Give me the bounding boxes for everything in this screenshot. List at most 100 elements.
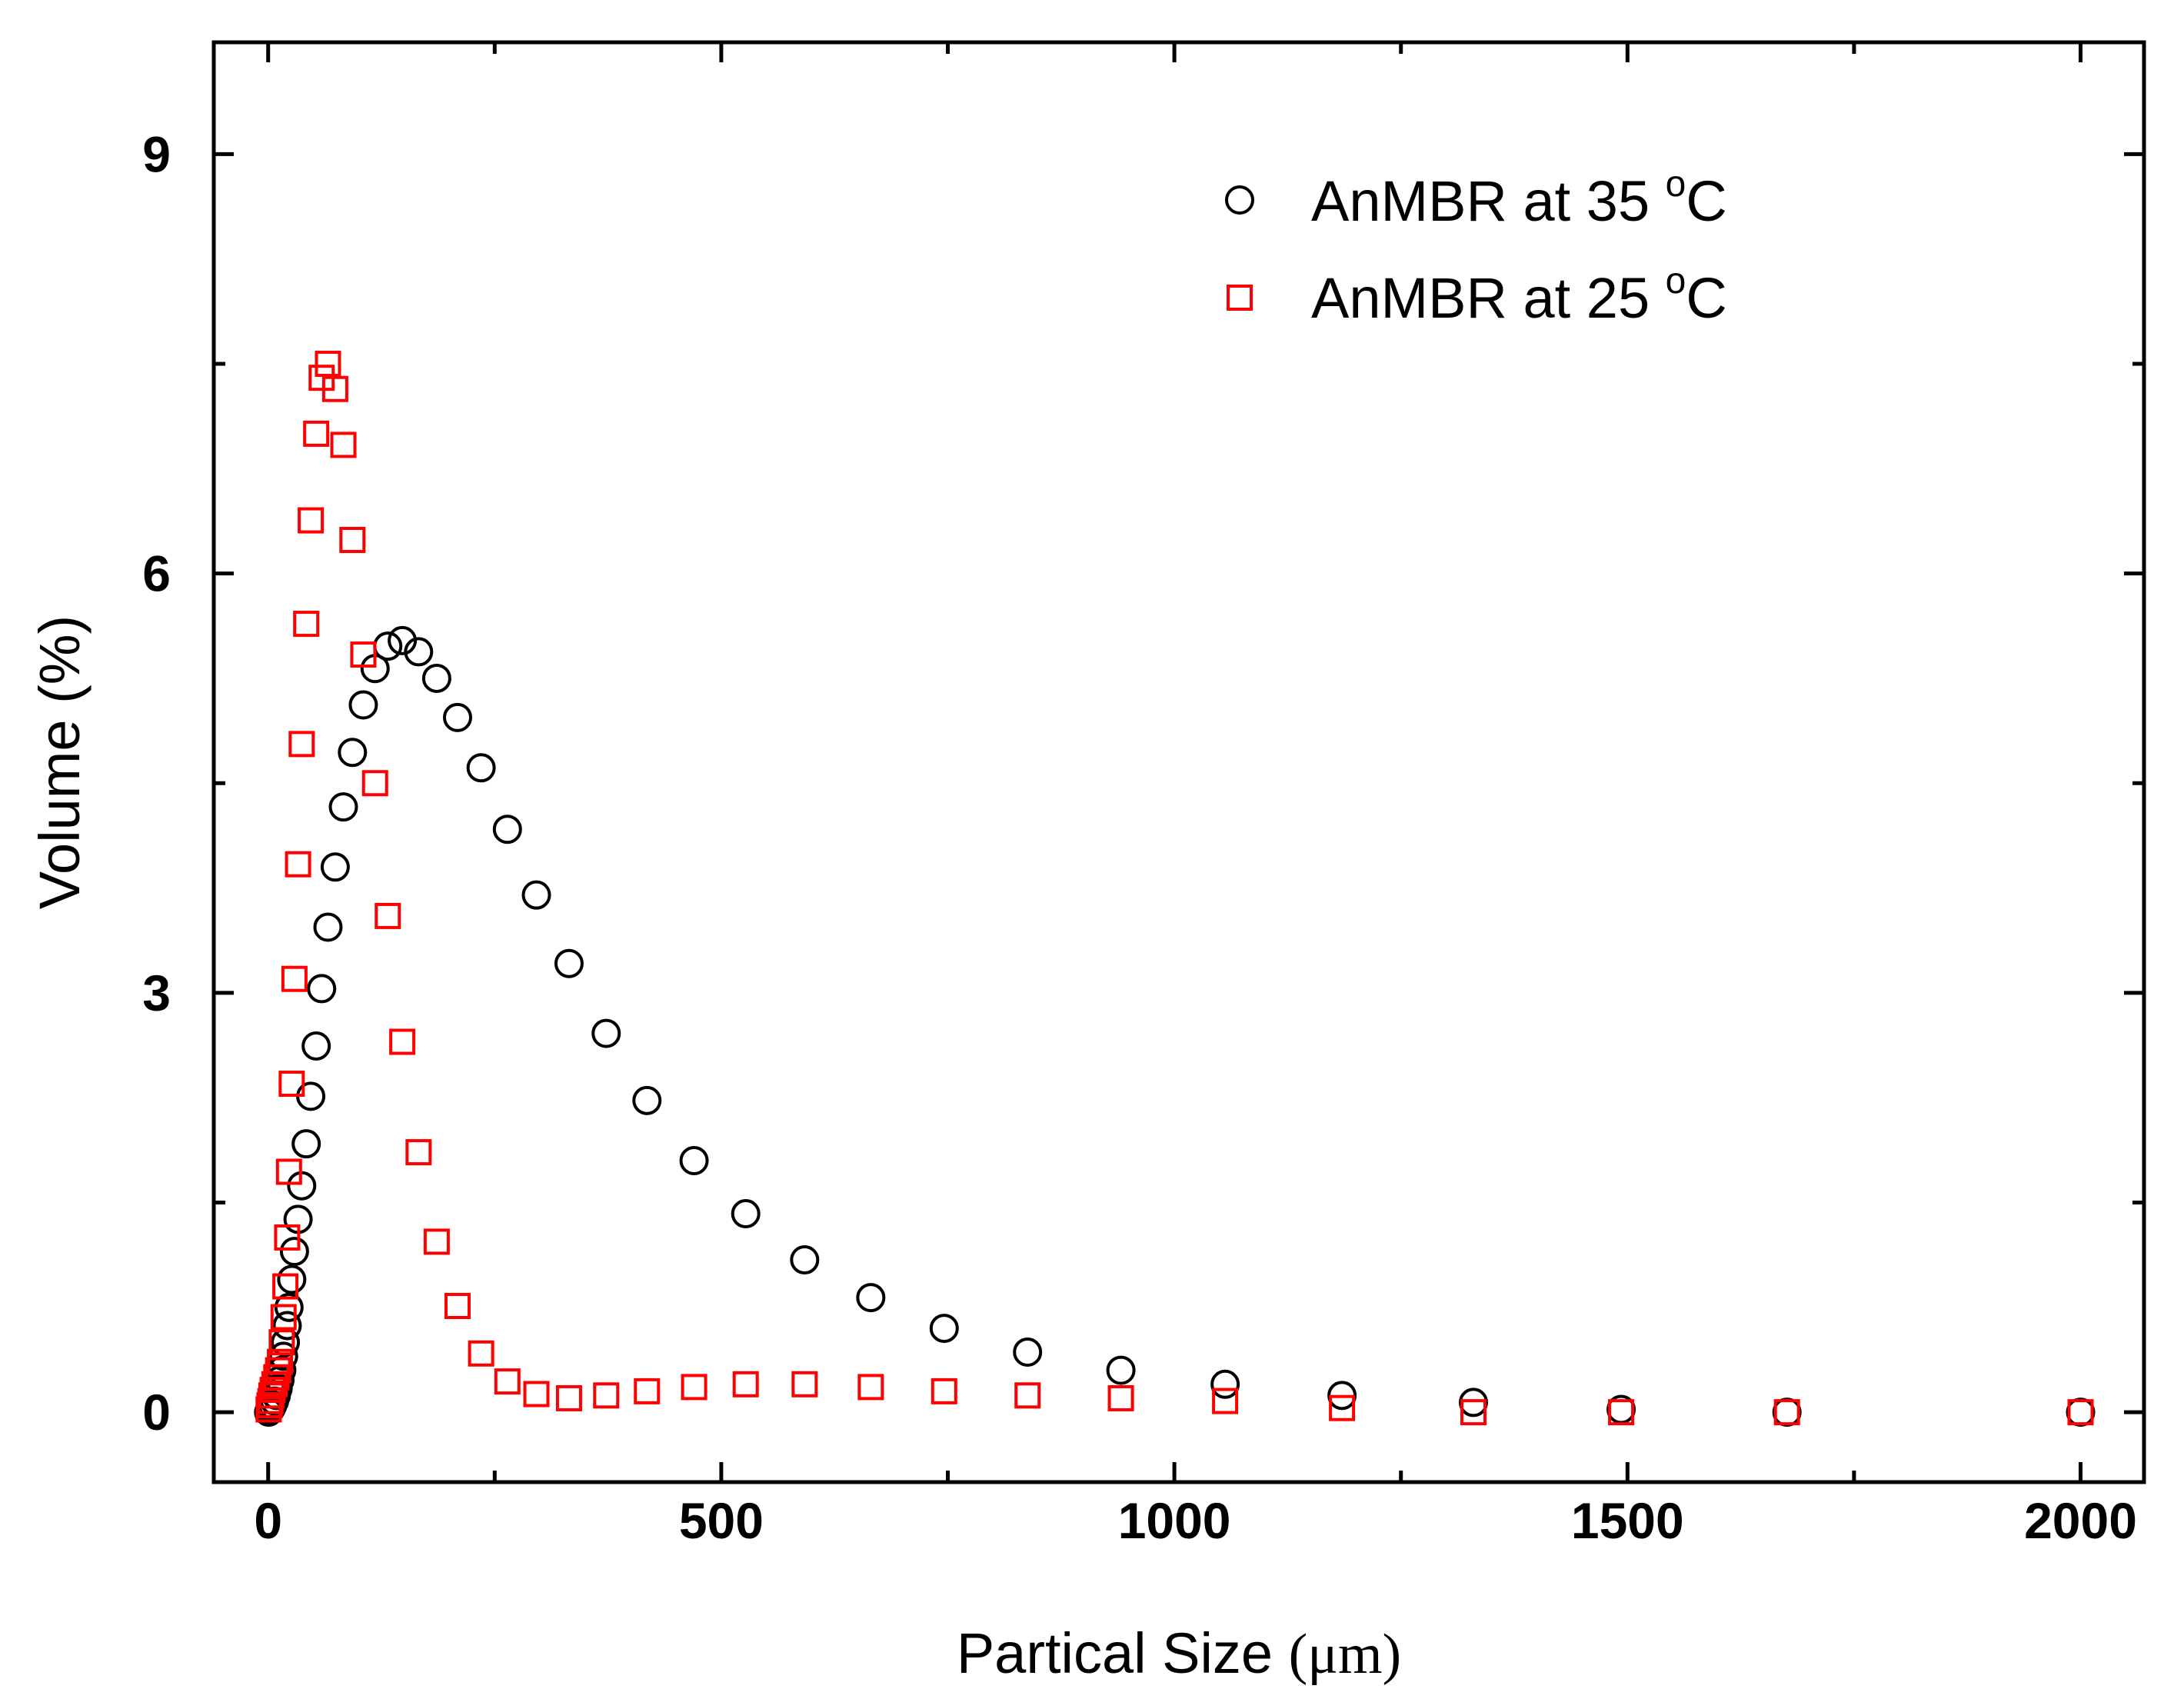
data-point bbox=[307, 974, 337, 1004]
legend-label-35c: AnMBR at 35 oC bbox=[1311, 164, 1727, 233]
data-point bbox=[421, 663, 451, 693]
y-tick-label: 0 bbox=[142, 1384, 171, 1441]
data-point bbox=[632, 1085, 662, 1115]
data-point bbox=[593, 1382, 620, 1409]
x-axis-title-text: Partical Size bbox=[957, 1621, 1273, 1685]
data-point bbox=[1460, 1399, 1487, 1426]
legend-marker-circle bbox=[1225, 185, 1254, 215]
data-point bbox=[1329, 1394, 1356, 1421]
data-point bbox=[389, 1028, 416, 1055]
data-point bbox=[634, 1378, 661, 1404]
data-point bbox=[1013, 1337, 1043, 1367]
data-point bbox=[404, 637, 434, 667]
data-point bbox=[1014, 1382, 1041, 1409]
data-point bbox=[405, 1139, 432, 1166]
data-point bbox=[279, 1237, 309, 1267]
x-tick-label: 1500 bbox=[1571, 1492, 1684, 1549]
data-series bbox=[254, 351, 2096, 1427]
data-point bbox=[267, 1348, 294, 1375]
x-tick-label: 0 bbox=[254, 1492, 282, 1549]
data-point bbox=[272, 1273, 299, 1300]
axis-ticks bbox=[214, 42, 2144, 1482]
data-point bbox=[275, 1158, 302, 1185]
data-point bbox=[523, 1381, 550, 1408]
data-point bbox=[375, 902, 401, 929]
data-point bbox=[732, 1371, 759, 1398]
data-point bbox=[301, 1031, 331, 1061]
data-point bbox=[857, 1374, 884, 1401]
legend-label-25c: AnMBR at 25 oC bbox=[1311, 261, 1727, 330]
data-point bbox=[265, 1357, 291, 1384]
data-point bbox=[338, 738, 368, 768]
data-point bbox=[263, 1364, 290, 1391]
data-point bbox=[2067, 1399, 2094, 1426]
data-point bbox=[313, 912, 343, 942]
data-point bbox=[373, 631, 403, 661]
data-point bbox=[731, 1199, 761, 1229]
y-axis-title: Volume (%) bbox=[28, 615, 92, 909]
data-point bbox=[288, 731, 315, 758]
data-point bbox=[1608, 1399, 1635, 1426]
data-point bbox=[1773, 1399, 1800, 1426]
data-point bbox=[791, 1371, 818, 1398]
x-axis-title: Partical Size (μm) bbox=[957, 1621, 1401, 1686]
data-point bbox=[293, 611, 320, 638]
data-point bbox=[361, 770, 388, 797]
data-point bbox=[315, 351, 341, 378]
data-point bbox=[444, 1292, 471, 1319]
data-point bbox=[591, 1018, 621, 1048]
data-point bbox=[466, 753, 496, 783]
data-point bbox=[291, 1129, 321, 1159]
legend: AnMBR at 35 oC AnMBR at 25 oC bbox=[1225, 164, 1727, 330]
data-point bbox=[268, 1341, 298, 1371]
x-tick-label: 1000 bbox=[1118, 1492, 1231, 1549]
data-point bbox=[681, 1374, 707, 1401]
data-point bbox=[298, 507, 325, 534]
axis-tick-labels: 0 500 1000 1500 2000 0 3 6 9 bbox=[142, 125, 2137, 1549]
data-point bbox=[330, 431, 357, 458]
data-point bbox=[348, 690, 378, 720]
series-0 bbox=[254, 625, 2096, 1427]
data-point bbox=[1106, 1355, 1136, 1385]
y-tick-label: 6 bbox=[142, 545, 171, 602]
data-point bbox=[1210, 1369, 1240, 1399]
data-point bbox=[285, 851, 311, 878]
data-point bbox=[1458, 1388, 1488, 1417]
data-point bbox=[321, 375, 348, 402]
data-point bbox=[929, 1314, 959, 1344]
legend-marker-square bbox=[1227, 285, 1253, 311]
data-point bbox=[274, 1224, 301, 1251]
data-point bbox=[554, 948, 584, 978]
data-point bbox=[278, 1071, 305, 1098]
data-point bbox=[1107, 1384, 1134, 1411]
data-point bbox=[555, 1384, 582, 1411]
data-point bbox=[277, 1264, 307, 1294]
data-point bbox=[442, 702, 472, 732]
data-point bbox=[856, 1283, 886, 1313]
data-point bbox=[274, 1292, 304, 1322]
data-point bbox=[350, 641, 377, 668]
plot-frame bbox=[211, 40, 2146, 1484]
data-point bbox=[521, 880, 551, 910]
data-point bbox=[270, 1304, 297, 1331]
x-axis-unit: (μm) bbox=[1289, 1623, 1402, 1686]
data-point bbox=[1772, 1398, 1802, 1427]
data-point bbox=[423, 1228, 450, 1255]
data-point bbox=[320, 852, 350, 882]
y-tick-label: 3 bbox=[142, 964, 171, 1021]
series-1 bbox=[255, 351, 2094, 1426]
x-tick-label: 2000 bbox=[2024, 1492, 2137, 1549]
data-point bbox=[272, 1311, 302, 1341]
data-point bbox=[339, 527, 366, 554]
y-tick-label: 9 bbox=[142, 125, 171, 182]
data-point bbox=[931, 1378, 957, 1404]
data-point bbox=[1212, 1388, 1239, 1414]
data-point bbox=[268, 1329, 295, 1356]
data-point bbox=[492, 815, 522, 845]
x-tick-label: 500 bbox=[679, 1492, 764, 1549]
data-point bbox=[468, 1340, 494, 1367]
data-point bbox=[679, 1145, 709, 1175]
data-point bbox=[790, 1245, 820, 1275]
data-point bbox=[328, 792, 358, 822]
